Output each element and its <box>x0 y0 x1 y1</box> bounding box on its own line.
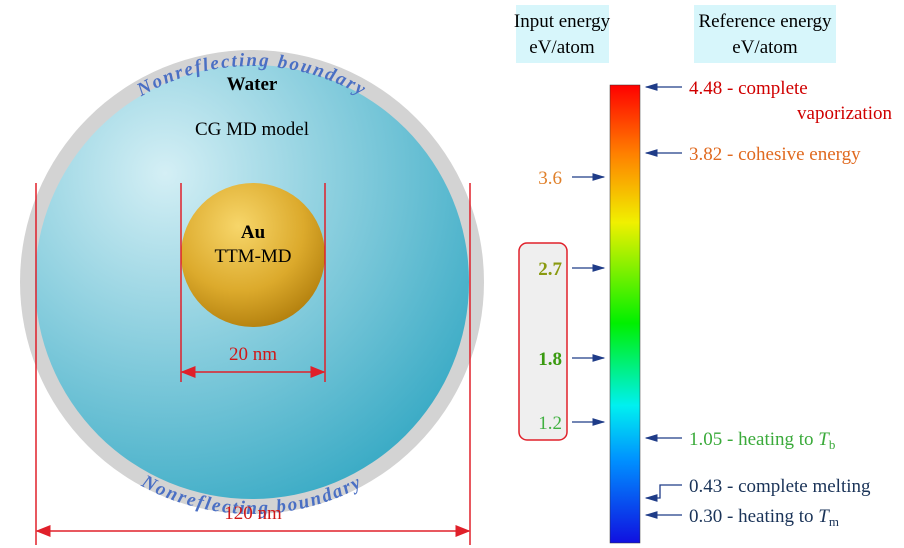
reference-text: - heating to <box>727 506 814 527</box>
reference-text: - complete melting <box>727 476 871 497</box>
reference-value: 3.82 <box>689 144 722 165</box>
subscript: b <box>829 437 836 452</box>
size-label: 20 nm <box>229 344 277 365</box>
diagram: Nonreflecting boundary Nonreflecting bou… <box>0 0 904 548</box>
reference-text: - cohesive energy <box>727 144 861 165</box>
input-value: 3.6 <box>538 168 562 189</box>
input-value: 1.8 <box>538 349 562 370</box>
reference-label: 4.48 - complete <box>689 78 808 99</box>
reference-label: 0.30 - heating to Tm <box>689 506 839 529</box>
reference-value: 0.30 <box>689 506 722 527</box>
reference-text: - heating to <box>727 429 814 450</box>
water-model: CG MD model <box>195 119 309 140</box>
reference-value: 0.43 <box>689 476 722 497</box>
au-label: Au <box>241 222 266 243</box>
subscript: m <box>829 514 839 529</box>
reference-label: vaporization <box>797 103 892 124</box>
header: Input energy <box>514 11 611 32</box>
input-value: 1.2 <box>538 413 562 434</box>
colorbar <box>610 85 640 543</box>
reference-value: 1.05 <box>689 429 722 450</box>
au-model: TTM-MD <box>214 246 291 267</box>
water-label: Water <box>227 74 278 95</box>
reference-label: 1.05 - heating to Tb <box>689 429 835 452</box>
header: eV/atom <box>529 37 595 58</box>
input-value: 2.7 <box>538 259 562 280</box>
header: Reference energy <box>698 11 832 32</box>
reference-label: 3.82 - cohesive energy <box>689 144 861 165</box>
header: eV/atom <box>732 37 798 58</box>
reference-text: - complete <box>727 78 808 99</box>
reference-label: 0.43 - complete melting <box>689 476 871 497</box>
size-label: 120 nm <box>224 503 282 524</box>
reference-value: 4.48 <box>689 78 722 99</box>
